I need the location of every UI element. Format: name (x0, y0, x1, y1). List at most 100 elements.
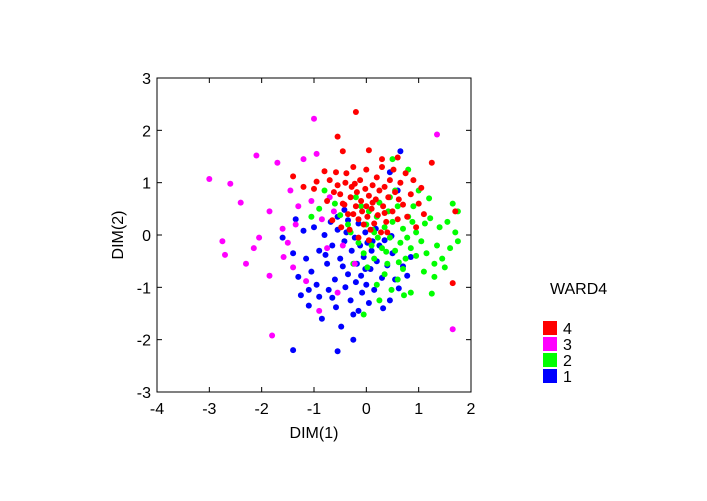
data-point (300, 227, 307, 234)
data-point (449, 326, 456, 333)
y-axis-ticks: -3 -2 -1 0 1 2 3 (137, 71, 471, 402)
data-point (407, 191, 414, 198)
data-point (420, 268, 427, 275)
data-point (338, 224, 345, 231)
data-point (381, 183, 388, 190)
data-point (355, 307, 362, 314)
data-point (362, 185, 369, 192)
data-point (292, 216, 299, 223)
data-point (420, 211, 427, 218)
x-axis-ticks: -4 -3 -2 -1 0 1 2 (150, 78, 476, 418)
data-point (360, 221, 367, 228)
data-point (418, 184, 425, 191)
data-point (350, 164, 357, 170)
data-points (206, 109, 461, 355)
data-point (381, 210, 388, 216)
data-point (415, 200, 422, 207)
data-point (407, 245, 414, 252)
data-point (434, 242, 440, 249)
data-point (321, 232, 328, 238)
data-point (316, 205, 323, 212)
data-point (384, 229, 391, 236)
data-point (410, 203, 417, 210)
data-point (287, 187, 294, 194)
y-tick-label: 0 (142, 228, 151, 245)
data-point (385, 194, 392, 201)
data-point (388, 286, 395, 293)
data-point (290, 250, 297, 257)
y-tick-label: 2 (142, 123, 151, 140)
data-point (368, 242, 375, 249)
data-point (352, 279, 359, 286)
data-point (321, 187, 328, 194)
data-point (413, 229, 420, 236)
data-point (334, 133, 341, 140)
y-tick-label: -3 (137, 385, 151, 402)
data-point (347, 297, 354, 304)
data-point (311, 115, 317, 122)
legend-label: 1 (563, 369, 572, 386)
data-point (331, 276, 338, 283)
data-point (345, 221, 351, 228)
data-point (300, 183, 307, 190)
data-point (316, 307, 323, 314)
data-point (379, 245, 385, 252)
data-point (318, 216, 325, 223)
data-point (404, 213, 411, 220)
data-point (447, 245, 454, 252)
data-point (256, 234, 263, 241)
legend-swatch (543, 321, 557, 335)
x-axis-title: DIM(1) (290, 425, 339, 442)
data-point (449, 280, 456, 287)
data-point (400, 225, 406, 232)
data-point (394, 216, 401, 223)
data-point (305, 302, 312, 309)
data-point (380, 305, 387, 312)
legend-title: WARD4 (550, 281, 607, 298)
data-point (357, 177, 364, 184)
data-point (345, 211, 351, 218)
data-point (359, 208, 366, 215)
data-point (386, 177, 393, 184)
data-point (394, 276, 401, 283)
data-point (355, 216, 362, 223)
data-point (206, 176, 213, 182)
data-point (404, 234, 411, 241)
data-point (279, 234, 286, 241)
data-point (363, 281, 370, 288)
data-point (379, 164, 385, 170)
data-point (352, 203, 359, 210)
data-point (439, 255, 446, 262)
data-point (369, 182, 376, 189)
data-point (421, 220, 428, 227)
data-point (452, 208, 459, 215)
data-point (413, 252, 420, 259)
data-point (400, 266, 406, 272)
data-point (428, 290, 435, 297)
data-point (243, 260, 249, 267)
legend-label: 3 (563, 337, 572, 354)
data-point (365, 192, 372, 199)
data-point (333, 169, 339, 176)
data-point (381, 224, 388, 231)
data-point (428, 159, 435, 166)
data-point (374, 234, 381, 241)
data-point (368, 247, 375, 254)
data-point (250, 245, 257, 252)
data-point (313, 178, 320, 185)
legend-label: 4 (563, 321, 572, 338)
data-point (279, 225, 286, 232)
data-point (297, 292, 304, 299)
x-tick-label: -2 (255, 401, 269, 418)
data-point (280, 254, 287, 260)
data-point (364, 213, 371, 220)
data-point (266, 272, 273, 279)
data-point (378, 229, 384, 236)
data-point (397, 148, 404, 155)
data-point (386, 297, 393, 304)
data-point (350, 311, 357, 318)
data-point (351, 180, 358, 187)
x-tick-label: -4 (150, 401, 164, 418)
